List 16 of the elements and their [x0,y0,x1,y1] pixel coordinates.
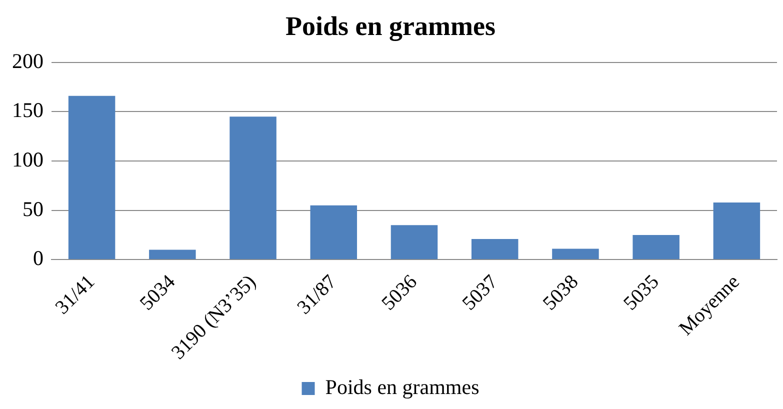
y-tick-label: 150 [12,98,44,122]
bar [230,116,276,260]
legend-label: Poids en grammes [325,375,480,400]
bar [390,225,438,260]
bar [552,248,599,260]
chart-title: Poids en grammes [286,11,496,42]
y-tick-label: 100 [12,148,44,172]
y-tick-label: 0 [33,246,44,270]
bar [471,238,518,260]
bar [68,96,116,260]
bar [310,205,358,260]
bar [713,202,760,260]
bar [632,235,680,260]
bar [149,250,196,260]
y-tick-label: 200 [12,48,44,73]
y-tick-label: 50 [22,196,44,221]
